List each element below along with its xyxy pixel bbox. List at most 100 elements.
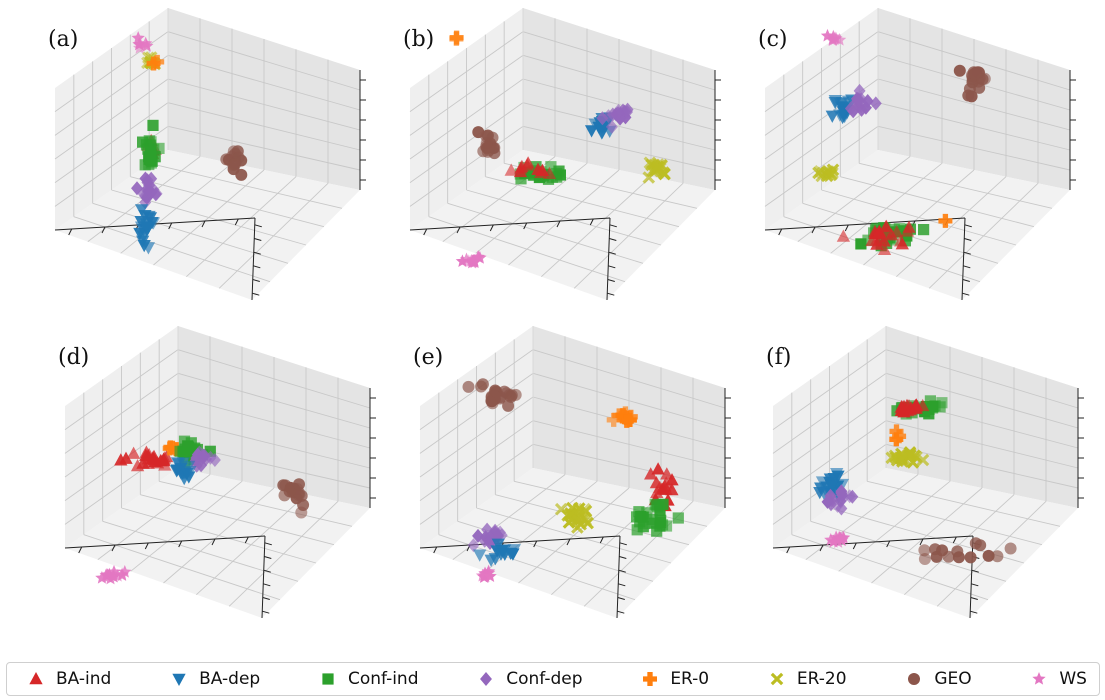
plus-icon xyxy=(643,672,658,686)
data-point xyxy=(139,221,154,234)
axis-tick xyxy=(244,536,249,544)
circle-icon xyxy=(908,673,921,685)
panel-label: (b) xyxy=(403,27,434,52)
axis-tick xyxy=(811,226,816,234)
data-point xyxy=(631,524,643,536)
axis-tick xyxy=(964,224,972,228)
data-point xyxy=(195,458,208,473)
data-point xyxy=(462,380,475,393)
data-point xyxy=(131,31,145,44)
data-point xyxy=(588,118,602,131)
data-point xyxy=(295,506,308,519)
series-geo xyxy=(472,126,501,160)
axis-tick xyxy=(608,251,616,255)
series-ws xyxy=(131,31,154,54)
y-axis xyxy=(616,535,627,619)
data-point xyxy=(904,401,918,414)
axis-tick xyxy=(423,228,428,236)
series-er-0 xyxy=(606,406,638,428)
data-point xyxy=(488,389,501,402)
axis-tick xyxy=(617,610,625,614)
axis-tick xyxy=(618,583,626,587)
panel-f: (f) xyxy=(766,326,1084,619)
legend-item: GEO xyxy=(903,668,972,690)
panel-label: (f) xyxy=(766,345,791,370)
axis-tick xyxy=(844,224,849,232)
legend-marker xyxy=(1032,672,1047,685)
axis-tick xyxy=(608,265,616,269)
axis-tick xyxy=(144,542,149,550)
data-point xyxy=(293,478,305,491)
legend-marker xyxy=(770,672,784,686)
triangle-up-icon xyxy=(29,672,43,685)
legend-item: ER-20 xyxy=(766,668,847,690)
data-point xyxy=(146,56,161,71)
y-axis xyxy=(961,217,972,301)
data-point xyxy=(918,224,930,236)
axis-tick xyxy=(964,238,972,241)
legend-marker xyxy=(480,672,493,686)
data-point xyxy=(969,537,982,550)
data-point xyxy=(95,571,109,584)
data-point xyxy=(828,95,842,108)
data-point xyxy=(644,467,658,480)
data-point xyxy=(865,233,879,247)
data-point xyxy=(650,499,663,511)
axis-tick xyxy=(819,544,824,552)
data-point xyxy=(473,549,487,562)
axis-tick xyxy=(786,546,791,554)
data-point xyxy=(623,409,638,424)
legend-label: BA-ind xyxy=(56,669,112,689)
series-er-20 xyxy=(812,163,840,183)
data-point xyxy=(660,467,674,480)
series-er-0 xyxy=(146,54,165,71)
data-point xyxy=(938,213,953,228)
z-axis xyxy=(1069,70,1076,190)
data-point xyxy=(916,453,930,467)
square-icon xyxy=(322,673,334,685)
data-point xyxy=(813,487,827,500)
axis-tick xyxy=(971,583,979,587)
axis-tick xyxy=(433,546,438,554)
data-point xyxy=(649,476,664,489)
data-point xyxy=(137,136,149,148)
legend-label: WS xyxy=(1059,669,1087,689)
data-point xyxy=(835,478,850,492)
data-point xyxy=(889,432,904,447)
panel-e: (e) xyxy=(413,326,731,619)
axis-tick xyxy=(523,222,528,230)
legend-marker xyxy=(643,672,658,686)
data-point xyxy=(918,553,931,565)
data-point xyxy=(965,90,978,103)
data-point xyxy=(895,452,908,466)
legend-label: GEO xyxy=(934,669,972,689)
axis-tick xyxy=(952,536,957,544)
data-point xyxy=(475,380,488,393)
axis-tick xyxy=(101,226,106,234)
series-ws xyxy=(824,530,851,548)
data-point xyxy=(665,473,679,486)
series-ws xyxy=(820,28,847,47)
data-point xyxy=(672,512,684,524)
axis-tick xyxy=(456,226,461,234)
axis-tick xyxy=(489,224,494,232)
data-point xyxy=(1004,542,1017,555)
series-geo xyxy=(277,478,310,519)
axis-tick xyxy=(886,540,891,548)
data-point xyxy=(293,486,305,499)
axis-tick xyxy=(263,583,271,587)
series-conf-dep xyxy=(131,171,163,210)
data-point xyxy=(642,171,656,184)
data-point xyxy=(172,458,186,471)
legend-item: Conf-dep xyxy=(475,668,583,690)
data-point xyxy=(178,446,190,458)
axis-tick xyxy=(852,542,857,550)
axis-tick xyxy=(566,538,571,546)
series-conf-ind xyxy=(137,119,165,171)
data-point xyxy=(126,446,141,459)
axis-tick xyxy=(252,292,260,296)
legend-marker xyxy=(172,673,186,686)
data-point xyxy=(506,548,520,561)
data-point xyxy=(147,119,159,131)
data-point xyxy=(137,240,151,253)
